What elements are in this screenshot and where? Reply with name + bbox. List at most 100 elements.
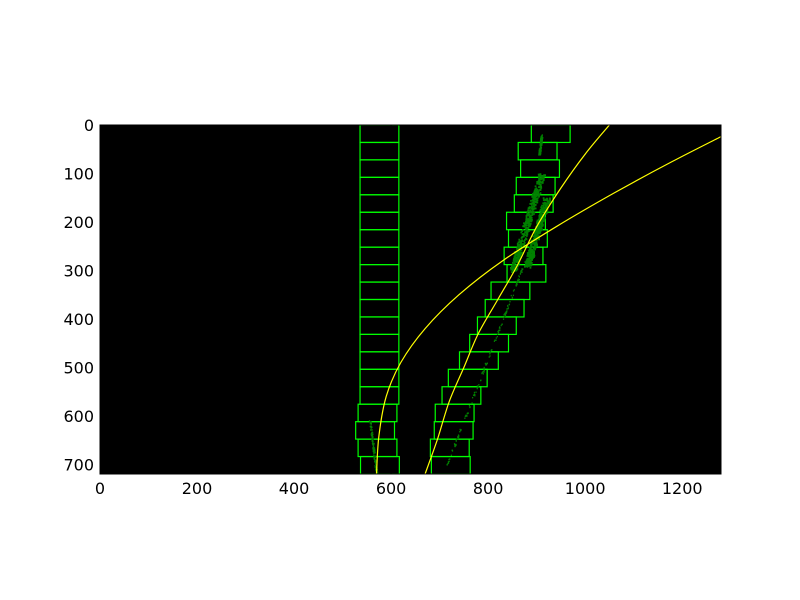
lane-pixel <box>539 189 541 191</box>
lane-pixel <box>532 250 535 253</box>
lane-pixel <box>532 213 535 216</box>
lane-pixel <box>535 230 538 233</box>
lane-pixel <box>532 210 535 213</box>
lane-pixel <box>507 307 509 310</box>
lane-pixel <box>539 174 542 177</box>
lane-pixel <box>533 252 535 255</box>
lane-pixel <box>521 239 524 242</box>
lane-pixel <box>519 241 522 244</box>
lane-pixel <box>504 312 507 315</box>
lane-pixel <box>497 331 500 333</box>
lane-pixel <box>515 284 517 286</box>
lane-pixel <box>540 142 542 145</box>
lane-pixel <box>537 218 540 221</box>
lane-pixel <box>537 220 540 223</box>
lane-pixel <box>532 254 535 256</box>
lane-pixel <box>543 201 546 204</box>
lane-pixel <box>535 201 538 204</box>
lane-pixel <box>372 445 374 447</box>
lane-pixel <box>518 251 521 253</box>
lane-pixel <box>527 230 530 233</box>
lane-pixel <box>374 458 376 461</box>
lane-pixel <box>512 290 515 292</box>
lane-pixel <box>531 195 534 198</box>
lane-pixel <box>518 279 520 282</box>
lane-pixel <box>539 153 541 156</box>
lane-pixel <box>541 221 544 224</box>
lane-pixel <box>513 289 515 291</box>
lane-pixel <box>521 236 524 239</box>
lane-pixel <box>527 209 530 212</box>
lane-pixel <box>475 391 477 393</box>
lane-pixel <box>376 472 379 474</box>
lane-pixel <box>542 175 545 177</box>
lane-pixel <box>530 245 533 248</box>
lane-pixel <box>530 251 533 253</box>
lane-pixel <box>490 349 492 351</box>
lane-pixel <box>533 207 536 210</box>
lane-pixel <box>374 460 376 463</box>
lane-pixel <box>544 217 546 220</box>
lane-pixel <box>541 142 543 145</box>
lane-pixel <box>527 218 529 220</box>
lane-pixel <box>457 435 459 438</box>
lane-pixel <box>529 210 532 213</box>
lane-pixel <box>527 262 530 265</box>
lane-pixel <box>538 175 540 178</box>
lane-pixel <box>517 257 519 260</box>
lane-pixel <box>530 239 533 242</box>
lane-pixel <box>545 202 547 205</box>
lane-pixel <box>540 181 543 184</box>
lane-pixel <box>538 217 541 219</box>
lane-pixel <box>535 190 538 193</box>
lane-pixel <box>536 244 538 247</box>
lane-pixel <box>518 240 521 243</box>
lane-pixel <box>537 181 540 184</box>
lane-pixel <box>526 253 529 256</box>
lane-pixel <box>526 229 528 232</box>
lane-pixel <box>495 339 497 341</box>
lane-pixel <box>539 142 542 145</box>
lane-pixel <box>538 177 541 180</box>
lane-pixel <box>535 227 538 229</box>
lane-pixel <box>516 280 518 283</box>
lane-pixel <box>533 238 535 240</box>
lane-pixel <box>528 223 531 226</box>
lane-pixel <box>372 449 375 451</box>
lane-pixel <box>540 227 543 230</box>
lane-pixel <box>372 433 374 436</box>
plot-frame <box>99 124 722 475</box>
lane-pixel <box>530 264 532 267</box>
lane-pixel <box>540 220 543 223</box>
lane-pixel <box>518 255 521 257</box>
lane-pixel <box>541 138 543 141</box>
lane-pixel <box>532 194 535 197</box>
lane-pixel <box>511 261 514 264</box>
lane-pixel <box>541 204 543 207</box>
lane-pixel <box>478 384 480 386</box>
lane-pixel <box>517 255 520 258</box>
lane-pixel <box>535 236 537 239</box>
left-window-19 <box>359 125 400 144</box>
lane-pixel <box>510 267 512 269</box>
lane-pixel <box>534 195 537 197</box>
lane-pixel <box>529 259 532 262</box>
lane-pixel <box>537 229 540 231</box>
lane-pixel <box>473 394 475 396</box>
lane-pixel <box>536 182 539 185</box>
lane-pixel <box>521 229 524 231</box>
lane-pixel <box>517 261 519 264</box>
lane-pixel <box>446 464 448 466</box>
lane-pixel <box>448 458 450 461</box>
lane-pixel <box>537 223 540 226</box>
lane-pixel <box>454 443 456 446</box>
polynomial-fits-layer <box>375 125 721 474</box>
lane-pixel <box>540 146 542 149</box>
y-tick-label: 100 <box>63 164 94 183</box>
lane-pixel <box>515 285 517 287</box>
lane-pixel <box>376 469 379 471</box>
lane-pixel <box>534 247 537 249</box>
lane-pixel <box>458 435 460 437</box>
lane-pixel <box>541 175 543 177</box>
lane-pixel <box>539 150 541 152</box>
